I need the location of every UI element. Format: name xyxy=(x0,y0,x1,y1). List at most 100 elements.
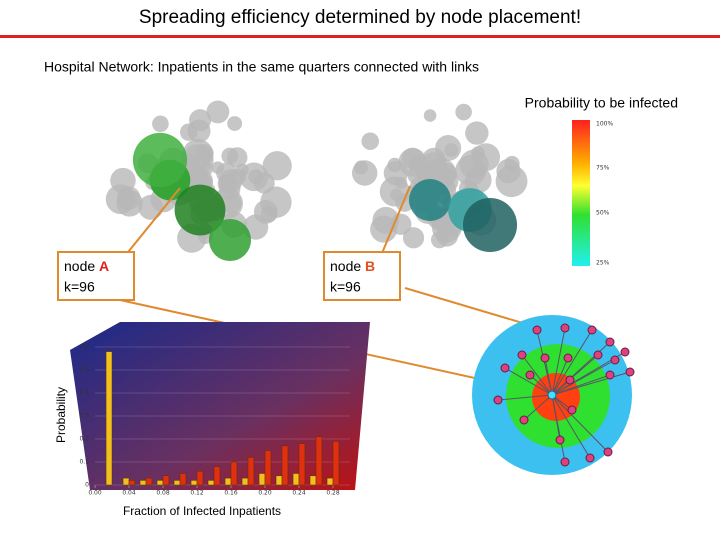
diagram-node xyxy=(610,355,620,365)
bar xyxy=(139,480,147,486)
node-a-label: node A xyxy=(64,258,109,274)
node-a-box xyxy=(57,251,135,301)
network-cluster xyxy=(465,121,489,145)
network-cluster xyxy=(262,151,292,181)
bar xyxy=(196,470,204,486)
y-tick-label: 0.3 xyxy=(79,413,89,420)
bar xyxy=(128,480,136,486)
bar xyxy=(213,466,221,486)
title: Spreading efficiency determined by node … xyxy=(139,7,581,28)
network-cluster xyxy=(235,163,249,177)
bar xyxy=(179,473,187,486)
diagram-link xyxy=(551,329,593,396)
diagram-node xyxy=(567,405,577,415)
node-b-box xyxy=(323,251,401,301)
bar xyxy=(156,480,164,486)
y-tick-label: 0.4 xyxy=(79,390,89,397)
colorbar-label: 75% xyxy=(596,165,610,172)
bar xyxy=(145,477,153,486)
diagram-node xyxy=(517,350,527,360)
node-b-label: node B xyxy=(330,258,375,274)
network-cluster xyxy=(423,109,437,122)
node-b-degree: k=96 xyxy=(330,279,361,295)
bar xyxy=(315,436,323,486)
x-tick-label: 0.12 xyxy=(190,490,204,497)
y-tick-label: 0.2 xyxy=(79,436,89,443)
diagram-node xyxy=(560,457,570,467)
diagram-node xyxy=(555,435,565,445)
infected-cluster xyxy=(174,184,226,236)
x-tick-label: 0.00 xyxy=(88,490,102,497)
diagram-node xyxy=(532,325,542,335)
diagram-node xyxy=(593,350,603,360)
bar xyxy=(298,443,306,486)
diagram-node xyxy=(620,347,630,357)
bar xyxy=(264,450,272,486)
colorbar-title: Probability to be infected xyxy=(525,95,678,111)
network-images xyxy=(105,100,528,262)
bar xyxy=(230,461,238,486)
diagram-node xyxy=(603,447,613,457)
network-cluster xyxy=(395,176,408,189)
letter: B xyxy=(365,258,375,274)
bar xyxy=(241,477,249,486)
diagram-link xyxy=(551,371,631,396)
network-cluster xyxy=(219,178,241,200)
diagram-link xyxy=(523,394,553,421)
network-cluster xyxy=(390,188,403,201)
diagram-node xyxy=(625,367,635,377)
bar xyxy=(207,480,215,486)
subtitle: Hospital Network: Inpatients in the same… xyxy=(44,59,479,75)
y-tick-label: 0.1 xyxy=(79,459,89,466)
diagram-node xyxy=(493,395,503,405)
bar xyxy=(326,477,334,486)
network-cluster xyxy=(227,116,243,131)
bar xyxy=(224,477,232,486)
y-tick-label: 0.5 xyxy=(79,367,89,374)
network-cluster xyxy=(401,147,424,169)
label: node xyxy=(64,258,95,274)
diagram-node xyxy=(565,375,575,385)
label: node xyxy=(330,258,361,274)
bar xyxy=(281,445,289,486)
network-cluster xyxy=(206,100,230,124)
diagram-link xyxy=(504,367,553,396)
diagram-node xyxy=(585,453,595,463)
diagram-node xyxy=(560,323,570,333)
network-cluster xyxy=(402,227,425,249)
chart-background xyxy=(70,322,370,490)
network-cluster xyxy=(465,166,492,194)
bar xyxy=(309,475,317,486)
network-cluster xyxy=(361,132,379,151)
network-cluster xyxy=(116,190,143,217)
diagram-node xyxy=(540,353,550,363)
diagram-node xyxy=(605,370,615,380)
diagram-node xyxy=(563,353,573,363)
concentric-diagram xyxy=(472,315,635,475)
network-cluster xyxy=(152,115,169,133)
y-tick-label: 0 xyxy=(85,482,89,489)
bar xyxy=(173,480,181,486)
x-tick-label: 0.16 xyxy=(224,490,238,497)
bar xyxy=(105,351,113,486)
x-tick-label: 0.08 xyxy=(156,490,170,497)
diagram-link xyxy=(529,374,553,396)
infected-cluster xyxy=(408,178,452,222)
network-cluster xyxy=(430,231,449,249)
network-cluster xyxy=(455,103,472,121)
diagram-node xyxy=(525,370,535,380)
network-cluster xyxy=(260,205,278,223)
colorbar-label: 25% xyxy=(596,260,610,267)
y-axis-label: Probability xyxy=(54,387,68,443)
bar xyxy=(258,473,266,486)
infected-cluster xyxy=(208,218,252,262)
diagram-center xyxy=(547,390,557,400)
bar xyxy=(162,475,170,486)
bar xyxy=(247,457,255,486)
bar xyxy=(332,441,340,486)
diagram-link xyxy=(551,357,569,396)
diagram-node xyxy=(500,363,510,373)
x-tick-label: 0.24 xyxy=(292,490,306,497)
network-cluster xyxy=(227,147,248,168)
